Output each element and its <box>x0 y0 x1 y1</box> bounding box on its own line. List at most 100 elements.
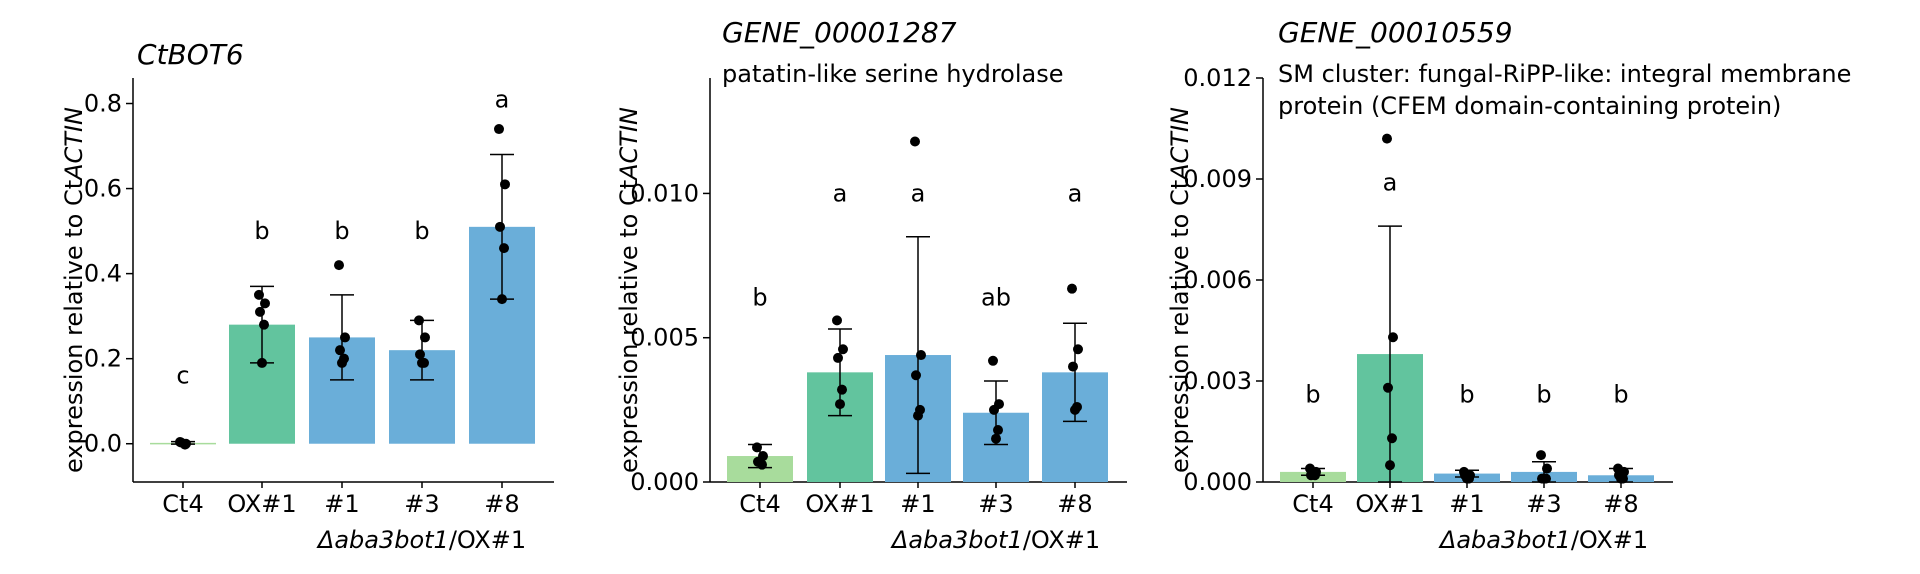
y-tick-label: 0.003 <box>1183 367 1252 395</box>
y-tick-label: 0.8 <box>84 90 122 118</box>
significance-letter: a <box>1068 179 1083 207</box>
x-tick-label: Ct4 <box>162 490 203 518</box>
y-tick-label: 0.012 <box>1183 64 1252 92</box>
data-point <box>335 345 345 356</box>
data-point <box>414 315 424 326</box>
significance-letter: a <box>911 179 926 207</box>
x-tick-label: #1 <box>1449 490 1484 518</box>
x-tick-label: #3 <box>404 490 439 518</box>
data-point <box>255 306 265 317</box>
x-tick-label: OX#1 <box>227 490 296 518</box>
chart-title: GENE_00010559 <box>1278 16 1513 49</box>
y-tick-label: 0.0 <box>84 430 122 458</box>
data-point <box>260 298 270 309</box>
data-point <box>1462 473 1472 484</box>
y-axis-label: expression relative to CtACTIN <box>615 107 643 473</box>
data-point <box>1539 473 1549 484</box>
group-label-suffix: /OX#1 <box>1023 526 1100 554</box>
data-point <box>499 243 509 254</box>
x-tick-label: #8 <box>1057 490 1092 518</box>
data-point <box>1536 450 1546 461</box>
group-label-prefix: Δ <box>1438 526 1456 554</box>
group-label-suffix: /OX#1 <box>1571 526 1648 554</box>
significance-letter: b <box>414 217 429 245</box>
data-point <box>1073 344 1083 355</box>
data-point <box>1388 332 1398 343</box>
group-label-suffix: /OX#1 <box>449 526 526 554</box>
chart-subtitle-line: SM cluster: fungal-RiPP-like: integral m… <box>1278 60 1851 88</box>
group-label: Δaba3bot1/OX#1 <box>1438 526 1648 554</box>
y-tick-label: 0.010 <box>630 179 699 207</box>
data-point <box>1383 382 1393 393</box>
significance-letter: a <box>1383 168 1398 196</box>
y-axis-label-text: expression relative to Ct <box>1166 180 1194 473</box>
data-point <box>752 442 762 453</box>
group-label-prefix: Δ <box>890 526 908 554</box>
x-tick-label: #1 <box>324 490 359 518</box>
significance-letter: a <box>833 179 848 207</box>
data-point <box>420 332 430 343</box>
chart-title: CtBOT6 <box>137 38 244 71</box>
data-point <box>259 319 269 330</box>
y-tick-label: 0.009 <box>1183 165 1252 193</box>
x-tick-label: Ct4 <box>739 490 780 518</box>
x-tick-label: #1 <box>900 490 935 518</box>
x-tick-label: #8 <box>1603 490 1638 518</box>
group-label-prefix: Δ <box>316 526 334 554</box>
data-point <box>334 260 344 271</box>
data-point <box>497 294 507 305</box>
significance-letter: a <box>495 85 510 113</box>
chart-subtitle-line: patatin-like serine hydrolase <box>722 60 1064 88</box>
y-tick-label: 0.006 <box>1183 266 1252 294</box>
chart-panel-2: GENE_00001287 patatin-like serine hydrola… <box>615 16 1127 554</box>
y-axis-label-italic: ACTIN <box>60 107 88 182</box>
y-tick-label: 0.2 <box>84 345 122 373</box>
data-point <box>340 332 350 343</box>
x-tick-label: OX#1 <box>805 490 874 518</box>
significance-letter: b <box>1305 380 1320 408</box>
significance-letter: ab <box>981 283 1011 311</box>
y-axis-label-text: expression relative to Ct <box>60 180 88 473</box>
y-axis-label: expression relative to CtACTIN <box>1166 107 1194 473</box>
significance-letter: b <box>1459 380 1474 408</box>
data-point <box>988 355 998 366</box>
significance-letter: b <box>1613 380 1628 408</box>
y-tick-label: 0.000 <box>1183 468 1252 496</box>
data-point <box>337 357 347 368</box>
data-point <box>911 370 921 381</box>
data-point <box>1382 133 1392 144</box>
y-axis-label-text: expression relative to Ct <box>615 180 643 473</box>
x-tick-label: #3 <box>1526 490 1561 518</box>
y-axis-label-italic: ACTIN <box>1166 107 1194 182</box>
data-point <box>757 459 767 470</box>
y-tick-label: 0.4 <box>84 260 122 288</box>
x-tick-label: #8 <box>484 490 519 518</box>
significance-letter: b <box>254 217 269 245</box>
data-point <box>916 350 926 361</box>
data-point <box>254 289 264 300</box>
data-point <box>417 357 427 368</box>
group-label-italic: aba3bot1 <box>334 526 449 554</box>
data-point <box>495 221 505 232</box>
y-axis-label: expression relative to CtACTIN <box>60 107 88 473</box>
data-point <box>1067 283 1077 294</box>
x-tick-label: OX#1 <box>1355 490 1424 518</box>
data-point <box>835 399 845 410</box>
data-point <box>838 344 848 355</box>
data-point <box>500 179 510 190</box>
data-point <box>910 136 920 147</box>
data-point <box>415 349 425 360</box>
x-tick-label: Ct4 <box>1292 490 1333 518</box>
data-point <box>913 410 923 421</box>
data-point <box>1542 463 1552 474</box>
data-point <box>1616 473 1626 484</box>
data-point <box>180 439 190 450</box>
data-point <box>1387 433 1397 444</box>
group-label: Δaba3bot1/OX#1 <box>316 526 526 554</box>
significance-letter: b <box>334 217 349 245</box>
chart-title: GENE_00001287 <box>722 16 957 49</box>
data-point <box>989 404 999 415</box>
chart-subtitle-line: protein (CFEM domain-containing protein) <box>1278 92 1781 120</box>
